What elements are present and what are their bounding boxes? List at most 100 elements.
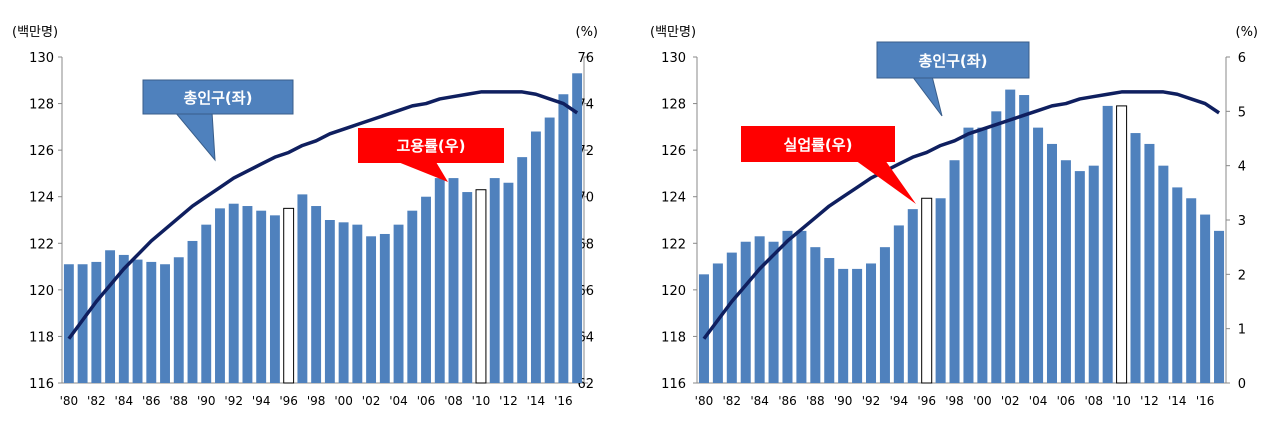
x-tick-label: '96	[279, 394, 298, 408]
bar-02	[1005, 89, 1016, 383]
bar-87	[796, 230, 807, 383]
bar-15	[544, 117, 555, 384]
bar-01	[352, 224, 363, 383]
left-axis-unit: (백만명)	[650, 25, 696, 40]
x-tick-label: '88	[169, 394, 188, 408]
bar-99	[963, 127, 974, 383]
x-tick-label: '12	[1140, 394, 1159, 408]
bar-10	[1116, 105, 1128, 384]
x-tick-label: '98	[307, 394, 326, 408]
bar-92	[228, 203, 239, 383]
x-tick-label: '00	[973, 394, 992, 408]
bar-05	[407, 210, 418, 383]
x-tick-label: '82	[723, 394, 742, 408]
bar-03	[1019, 95, 1030, 384]
right-tick-label: 76	[577, 51, 594, 66]
population-callout-box	[142, 79, 294, 115]
x-tick-label: '86	[778, 394, 797, 408]
x-tick-label: '92	[862, 394, 881, 408]
population-callout-label: 총인구(좌)	[184, 89, 253, 107]
bar-84	[754, 236, 765, 383]
bar-02	[366, 236, 377, 383]
x-tick-label: '80	[695, 394, 714, 408]
employment-callout-label: 고용률(우)	[397, 137, 466, 155]
bar-93	[879, 247, 890, 383]
bar-16	[1200, 214, 1211, 383]
bar-90	[201, 224, 212, 383]
x-tick-label: '00	[334, 394, 353, 408]
population-line	[702, 90, 1221, 340]
bar-83	[740, 241, 751, 383]
x-tick-label: '08	[444, 394, 463, 408]
x-tick-label: '02	[1001, 394, 1020, 408]
unemployment-callout: 실업률(우)	[741, 126, 916, 204]
bar-86	[146, 261, 157, 383]
x-tick-label: '06	[1057, 394, 1076, 408]
bar-07	[434, 178, 445, 383]
bar-17	[572, 73, 583, 384]
left-tick-label: 130	[661, 51, 686, 66]
bar-15	[1186, 198, 1197, 383]
unemployment-callout-pointer	[855, 160, 916, 204]
bar-85	[132, 259, 143, 383]
left-axis-unit: (백만명)	[12, 25, 58, 40]
left-tick-label: 126	[29, 144, 54, 159]
bar-91	[852, 268, 863, 383]
bar-09	[462, 192, 473, 383]
x-tick-label: '02	[362, 394, 381, 408]
x-tick-label: '96	[917, 394, 936, 408]
population-callout-pointer	[173, 111, 216, 162]
right-tick-label: 3	[1238, 214, 1246, 229]
bar-92	[866, 263, 877, 383]
bar-00	[338, 222, 349, 383]
right-tick-label: 2	[1238, 268, 1246, 283]
x-tick-label: '84	[115, 394, 134, 408]
bar-12	[1144, 143, 1155, 383]
bar-94	[893, 225, 904, 383]
x-tick-label: '98	[945, 394, 964, 408]
left-tick-label: 116	[29, 377, 54, 392]
bar-82	[726, 252, 737, 383]
x-tick-label: '10	[1112, 394, 1131, 408]
bar-82	[91, 261, 102, 383]
bar-05	[1046, 143, 1057, 383]
unemployment-callout-label: 실업률(우)	[784, 136, 853, 154]
bar-09	[1102, 105, 1113, 384]
left-tick-label: 128	[661, 98, 686, 113]
right-axis-unit: (%)	[576, 25, 599, 40]
bar-06	[421, 196, 431, 383]
bar-11	[489, 178, 500, 383]
x-tick-label: '94	[890, 394, 909, 408]
bar-04	[393, 224, 404, 383]
employment-callout-pointer	[398, 162, 448, 182]
right-tick-label: 1	[1238, 323, 1246, 338]
x-tick-label: '90	[834, 394, 853, 408]
population-callout: 총인구(좌)	[142, 79, 294, 162]
x-tick-label: '92	[224, 394, 243, 408]
bar-90	[838, 268, 849, 383]
bar-80	[63, 264, 74, 383]
bar-10	[475, 189, 487, 384]
bar-96	[283, 207, 295, 384]
bar-89	[187, 240, 198, 383]
x-tick-label: '08	[1084, 394, 1103, 408]
bar-95	[269, 215, 280, 383]
left-tick-label: 120	[29, 284, 54, 299]
bar-00	[977, 127, 988, 383]
bar-97	[297, 194, 308, 383]
employment-callout: 고용률(우)	[358, 128, 504, 182]
left-tick-label: 122	[661, 237, 686, 252]
bar-81	[712, 263, 723, 383]
bar-87	[160, 264, 170, 383]
bar-99	[324, 220, 335, 383]
right-tick-label: 5	[1238, 105, 1246, 120]
bar-14	[530, 131, 541, 383]
left-tick-label: 128	[29, 98, 54, 113]
bar-91	[215, 208, 225, 383]
bar-03	[379, 233, 390, 383]
x-tick-label: '86	[142, 394, 161, 408]
bar-81	[77, 264, 88, 383]
x-tick-label: '80	[60, 394, 79, 408]
employment-callout-box	[358, 128, 504, 163]
